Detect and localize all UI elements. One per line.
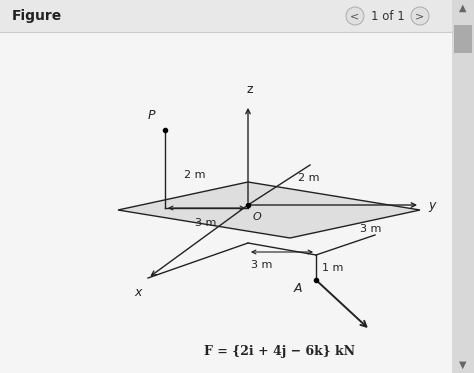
Text: 3 m: 3 m xyxy=(360,224,382,234)
Polygon shape xyxy=(118,182,420,238)
Text: 3 m: 3 m xyxy=(195,218,217,228)
Bar xyxy=(454,25,472,53)
Bar xyxy=(452,0,474,373)
Text: x: x xyxy=(134,286,142,299)
Text: F = {2i + 4j − 6k} kN: F = {2i + 4j − 6k} kN xyxy=(204,345,356,358)
Text: y: y xyxy=(428,198,436,211)
Text: z: z xyxy=(247,83,253,96)
Text: Figure: Figure xyxy=(12,9,62,23)
Text: 1 m: 1 m xyxy=(322,263,343,273)
Circle shape xyxy=(346,7,364,25)
Text: 1 of 1: 1 of 1 xyxy=(371,9,405,22)
Text: A: A xyxy=(293,282,302,295)
Circle shape xyxy=(411,7,429,25)
Text: P: P xyxy=(147,109,155,122)
Text: 3 m: 3 m xyxy=(251,260,273,270)
Bar xyxy=(0,0,452,32)
Text: >: > xyxy=(415,11,425,21)
Text: 2 m: 2 m xyxy=(298,173,319,183)
Text: <: < xyxy=(350,11,360,21)
Text: ▼: ▼ xyxy=(459,360,467,370)
Text: ▲: ▲ xyxy=(459,3,467,13)
Text: 2 m: 2 m xyxy=(184,170,206,180)
Text: O: O xyxy=(253,212,262,222)
